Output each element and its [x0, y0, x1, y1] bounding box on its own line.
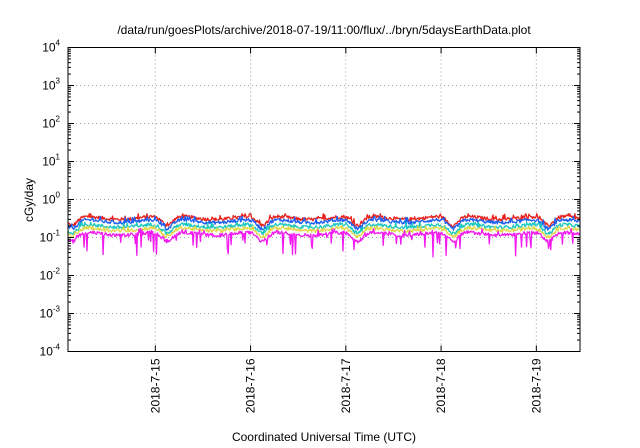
x-tick-label: 2018-7-17 — [339, 358, 353, 413]
y-tick-label: 10-3 — [40, 305, 61, 321]
series-line — [67, 213, 581, 228]
chart-title: /data/run/goesPlots/archive/2018-07-19/1… — [117, 23, 531, 37]
y-tick-label: 10-1 — [40, 229, 61, 245]
y-tick-label: 101 — [42, 153, 60, 169]
x-tick-label: 2018-7-19 — [529, 358, 543, 413]
series-line — [67, 228, 581, 258]
y-axis-label: cGy/day — [22, 178, 36, 222]
plot-frame — [67, 47, 581, 352]
grid-lines — [68, 47, 580, 352]
x-tick-label: 2018-7-16 — [244, 358, 258, 413]
y-axis: 10-4 10-3 10-2 10-1 100 101 102 103 104 — [40, 39, 580, 359]
series-line — [67, 225, 581, 239]
x-tick-label: 2018-7-18 — [434, 358, 448, 413]
series-layer — [67, 213, 581, 258]
x-axis: 2018-7-15 2018-7-16 2018-7-17 2018-7-18 2018… — [148, 47, 543, 413]
x-axis-label: Coordinated Universal Time (UTC) — [232, 430, 416, 444]
y-tick-label: 10-4 — [40, 343, 61, 359]
series-line — [67, 215, 580, 231]
y-tick-label: 103 — [42, 77, 60, 93]
x-tick-label: 2018-7-15 — [148, 358, 162, 413]
y-tick-label: 10-2 — [40, 267, 61, 283]
y-tick-label: 100 — [42, 191, 60, 207]
y-tick-label: 104 — [42, 39, 60, 55]
y-tick-label: 102 — [42, 115, 60, 131]
